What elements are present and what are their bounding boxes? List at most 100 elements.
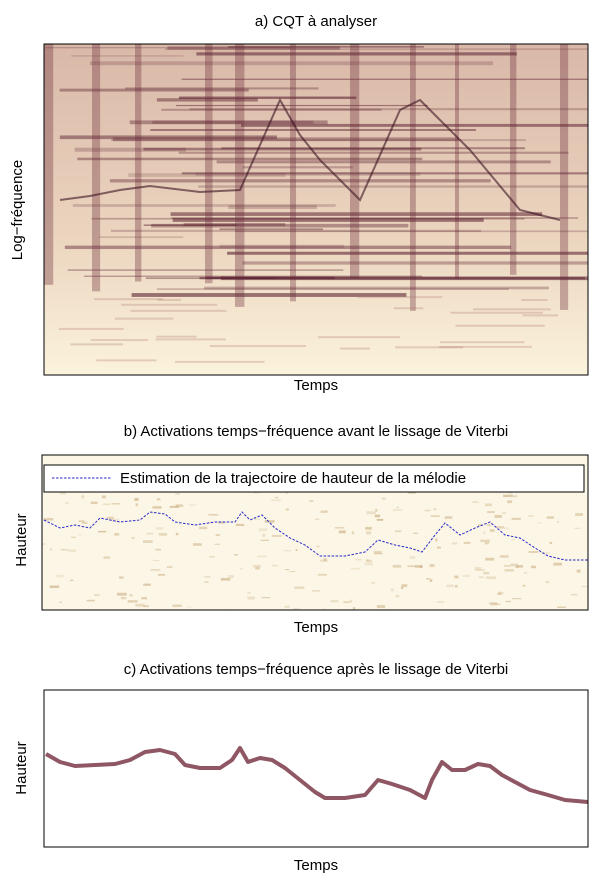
texture-speck [143, 605, 149, 608]
texture-streak [219, 244, 344, 249]
texture-speck [576, 569, 581, 573]
texture-streak [77, 157, 423, 161]
texture-speck [392, 564, 402, 568]
texture-speck [436, 546, 441, 549]
texture-speck [351, 531, 355, 535]
texture-streak [71, 55, 184, 57]
texture-speck [373, 550, 382, 554]
texture-speck [43, 518, 54, 521]
x-axis-label: Temps [294, 619, 338, 636]
texture-speck [462, 574, 471, 577]
texture-low [393, 307, 424, 310]
texture-speck [309, 500, 314, 502]
texture-speck [146, 532, 154, 535]
texture-speck [240, 567, 244, 570]
texture-speck [536, 522, 542, 524]
texture-speck [528, 551, 539, 553]
texture-speck [364, 562, 373, 566]
texture-speck [252, 564, 261, 568]
y-axis-label: Hauteur [13, 513, 30, 566]
texture-speck [498, 591, 501, 595]
texture-speck [70, 536, 77, 538]
texture-speck [355, 559, 362, 561]
texture-streak [171, 217, 578, 219]
texture-speck [484, 503, 492, 507]
texture-speck [154, 559, 160, 562]
texture-speck [289, 570, 296, 573]
texture-speck [127, 600, 138, 603]
texture-speck [215, 534, 220, 536]
texture-speck [135, 603, 145, 607]
texture-speck [317, 573, 327, 576]
texture-streak [91, 217, 525, 220]
texture-speck [285, 569, 290, 571]
spectrogram-texture [44, 44, 588, 363]
texture-streak [167, 46, 340, 50]
texture-speck [59, 491, 66, 495]
texture-low [156, 335, 197, 338]
texture-speck [503, 494, 513, 498]
texture-speck [528, 515, 534, 517]
texture-speck [175, 493, 181, 495]
texture-streak [227, 251, 588, 255]
texture-streak [157, 288, 509, 290]
texture-speck [575, 513, 584, 516]
texture-speck [254, 518, 260, 520]
texture-speck [426, 578, 431, 580]
texture-speck [499, 555, 509, 558]
texture-speck [454, 584, 458, 588]
texture-streak [221, 147, 525, 150]
texture-speck [198, 526, 208, 530]
texture-speck [415, 565, 422, 569]
texture-speck [501, 512, 507, 514]
texture-speck [574, 527, 581, 529]
texture-speck [390, 588, 394, 592]
texture-speck [157, 573, 166, 576]
texture-speck [513, 495, 518, 498]
texture-low [90, 339, 149, 342]
texture-speck [114, 533, 120, 536]
texture-speck [436, 601, 445, 603]
texture-speck [350, 567, 360, 570]
texture-speck [429, 564, 435, 567]
texture-speck [375, 509, 378, 512]
texture-speck [271, 499, 281, 501]
texture-speck [106, 516, 114, 520]
texture-speck [435, 538, 438, 542]
texture-speck [489, 602, 498, 605]
texture-speck [478, 576, 484, 578]
texture-speck [65, 502, 69, 504]
texture-speck [169, 505, 180, 509]
texture-speck [209, 556, 215, 558]
texture-speck [401, 584, 408, 587]
texture-speck [117, 592, 127, 596]
texture-speck [556, 520, 559, 523]
texture-speck [247, 591, 251, 594]
texture-speck [491, 603, 501, 605]
texture-speck [59, 601, 62, 603]
texture-speck [415, 565, 423, 568]
texture-streak [64, 245, 512, 250]
texture-speck [314, 518, 320, 520]
texture-speck [511, 517, 521, 520]
texture-speck [503, 565, 511, 567]
texture-speck [204, 581, 209, 583]
texture-streak [161, 108, 382, 111]
texture-speck [352, 607, 356, 610]
y-axis-label: Log−fréquence [9, 160, 26, 261]
texture-onset [455, 44, 460, 280]
texture-streak [242, 166, 353, 169]
texture-streak [195, 172, 421, 176]
texture-speck [323, 558, 327, 561]
texture-speck [86, 599, 95, 602]
texture-speck [264, 520, 275, 523]
texture-melody [59, 97, 561, 221]
texture-speck [131, 537, 135, 539]
texture-low [439, 345, 532, 348]
texture-streak [228, 46, 424, 48]
texture-speck [93, 594, 100, 596]
texture-onset [135, 44, 142, 282]
texture-speck [208, 513, 219, 516]
texture-streak [109, 179, 491, 183]
texture-speck [480, 539, 491, 542]
